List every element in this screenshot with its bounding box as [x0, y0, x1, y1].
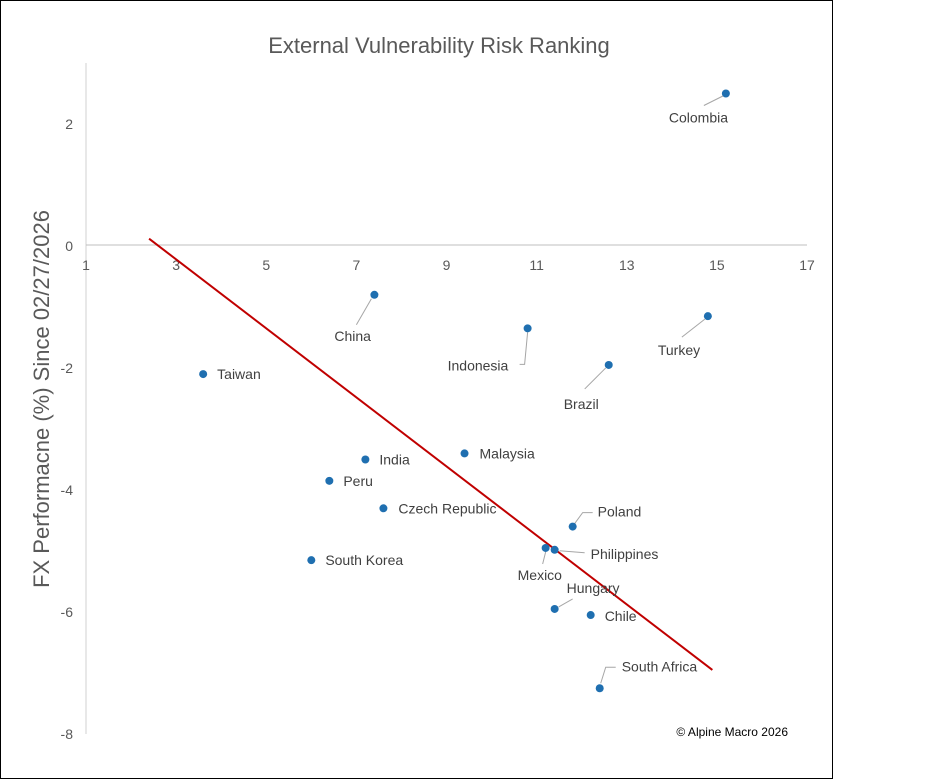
- point-label: Poland: [598, 504, 642, 520]
- point-label: Indonesia: [448, 357, 509, 373]
- x-tick-label: 9: [443, 257, 451, 273]
- trendline: [148, 237, 713, 671]
- leader-line: [519, 332, 529, 365]
- x-tick-label: 5: [262, 257, 270, 273]
- data-point: [703, 312, 712, 321]
- point-label: Czech Republic: [398, 500, 496, 516]
- point-label: China: [334, 328, 371, 344]
- point-label: Peru: [343, 473, 373, 489]
- point-labels: Colombia China Indonesia Turkey Brazil Taiwan…: [217, 110, 728, 675]
- y-tick-label: 2: [65, 116, 73, 132]
- y-tick-label: 0: [65, 238, 73, 254]
- data-point: [568, 522, 577, 531]
- y-tick-labels: 2 0 -2 -4 -6 -8: [61, 116, 74, 742]
- data-point: [541, 543, 550, 552]
- x-tick-labels: 1 3 5 7 9 11 13 15 17: [82, 257, 815, 273]
- data-point: [586, 611, 595, 620]
- data-point: [379, 504, 388, 513]
- y-tick-label: -8: [61, 726, 74, 742]
- point-label: Taiwan: [217, 366, 261, 382]
- leader-line: [355, 298, 372, 326]
- leader-line: [559, 550, 585, 554]
- y-tick-label: -4: [61, 482, 74, 498]
- x-tick-label: 7: [352, 257, 360, 273]
- y-axis-label: FX Performacne (%) Since 02/27/2026: [29, 210, 54, 588]
- point-label: Hungary: [567, 580, 620, 596]
- data-point: [325, 476, 334, 485]
- y-tick-label: -6: [61, 604, 74, 620]
- data-point: [721, 89, 730, 98]
- data-point: [523, 324, 532, 333]
- x-tick-label: 17: [799, 257, 815, 273]
- copyright-note: © Alpine Macro 2026: [676, 725, 788, 739]
- data-point: [604, 360, 613, 369]
- x-tick-label: 15: [709, 257, 725, 273]
- y-tick-label: -2: [61, 360, 74, 376]
- leader-line: [542, 551, 547, 565]
- x-tick-label: 13: [619, 257, 635, 273]
- data-point: [199, 370, 208, 379]
- chart-title: External Vulnerability Risk Ranking: [268, 33, 610, 58]
- point-label: Brazil: [564, 396, 599, 412]
- leader-line: [681, 318, 706, 338]
- x-tick-label: 3: [172, 257, 180, 273]
- data-point: [550, 604, 559, 613]
- leader-line: [600, 666, 616, 684]
- data-point: [550, 545, 559, 554]
- data-points: [199, 89, 730, 693]
- point-label: South Korea: [325, 552, 403, 568]
- leader-line: [584, 367, 607, 390]
- point-label: South Africa: [622, 658, 698, 674]
- x-tick-label: 1: [82, 257, 90, 273]
- label-leader-lines: [355, 95, 725, 684]
- point-label: Philippines: [591, 546, 659, 562]
- data-point: [370, 290, 379, 299]
- point-label: Chile: [605, 608, 637, 624]
- data-point: [307, 556, 316, 565]
- data-point: [361, 455, 370, 464]
- point-label: Colombia: [669, 110, 728, 126]
- data-point: [595, 684, 604, 693]
- point-label: Turkey: [658, 342, 700, 358]
- point-label: Mexico: [518, 567, 563, 583]
- leader-line: [703, 95, 725, 106]
- point-label: Malaysia: [480, 445, 535, 461]
- chart-frame: External Vulnerability Risk Ranking FX P…: [0, 0, 833, 779]
- x-tick-label: 11: [529, 257, 544, 273]
- scatter-chart: External Vulnerability Risk Ranking FX P…: [29, 33, 815, 742]
- data-point: [460, 449, 469, 458]
- leader-line: [558, 598, 573, 608]
- leader-line: [574, 512, 593, 524]
- point-label: India: [379, 452, 410, 468]
